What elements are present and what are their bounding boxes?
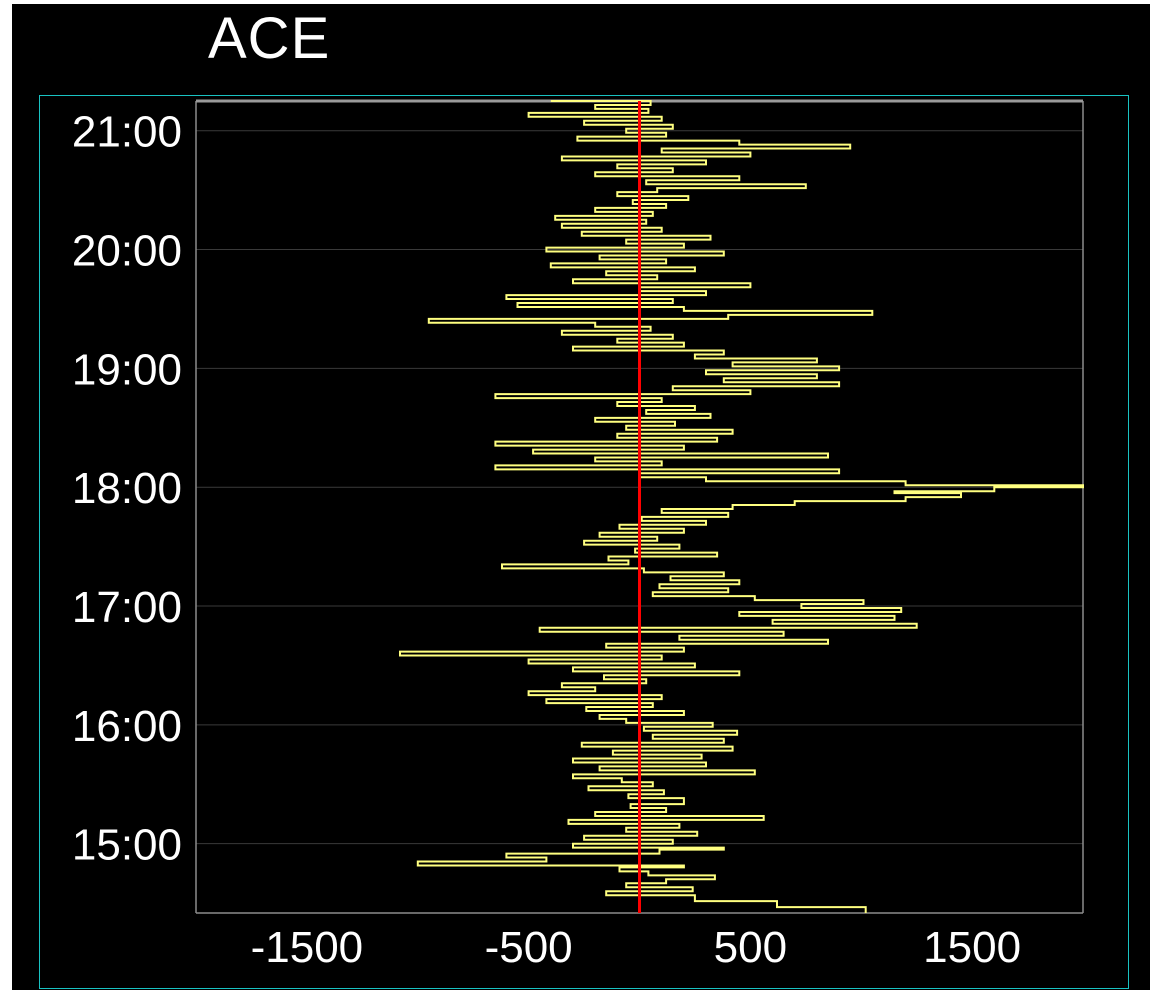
chart-title: ACE — [208, 6, 331, 71]
y-tick-label: 18:00 — [72, 464, 182, 513]
y-tick-label: 15:00 — [72, 821, 182, 870]
y-tick-label: 16:00 — [72, 702, 182, 751]
y-tick-label: 19:00 — [72, 345, 182, 394]
y-tick-label: 20:00 — [72, 227, 182, 276]
plot-frame — [39, 95, 1129, 989]
y-tick-label: 21:00 — [72, 108, 182, 157]
x-tick-label: 1500 — [923, 923, 1021, 972]
series-layer — [399, 100, 1084, 913]
x-tick-label: 500 — [714, 923, 787, 972]
ace-series-line — [399, 100, 1084, 913]
tick-labels: 15:00 16:00 17:00 18:00 19:00 20:00 21:00 -1500… — [72, 108, 1021, 972]
x-tick-label: -500 — [485, 923, 573, 972]
x-tick-label: -1500 — [251, 923, 364, 972]
y-tick-label: 17:00 — [72, 583, 182, 632]
